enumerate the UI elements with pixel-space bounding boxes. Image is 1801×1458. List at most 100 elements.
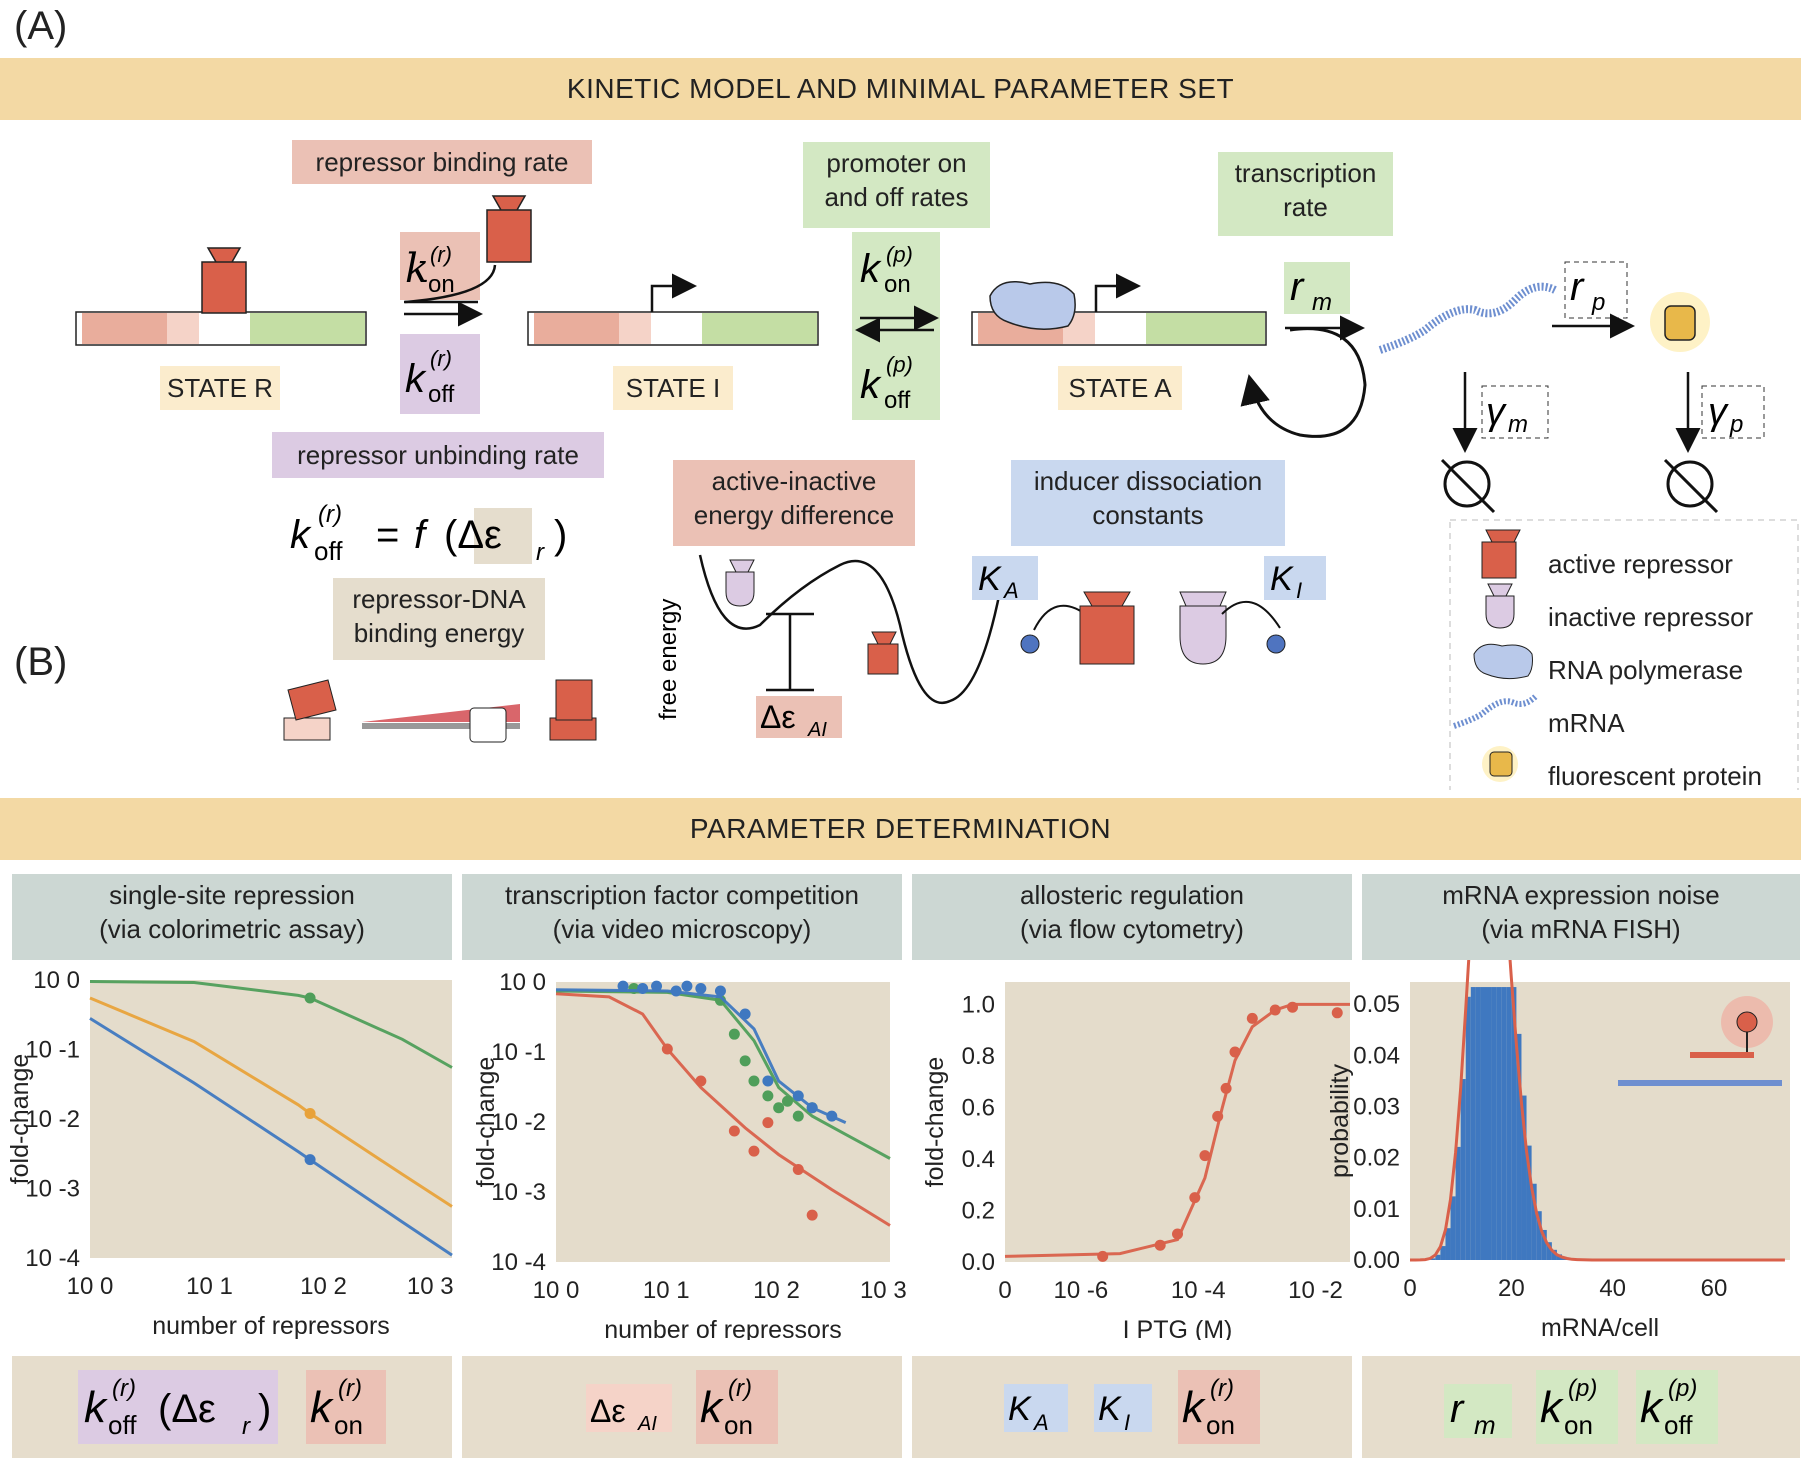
transcription-rate-label: transcription rate — [1218, 152, 1393, 236]
chart-0-ylabel: fold-change — [6, 1054, 34, 1185]
svg-text:(p): (p) — [1668, 1375, 1697, 1402]
chart-3-ylabel: probability — [1326, 1064, 1354, 1178]
chart-1-series-0-point — [728, 1125, 740, 1137]
chart-3-xtick: 20 — [1498, 1275, 1525, 1302]
legend-inactive-repressor-icon — [1485, 583, 1515, 629]
section-header-tf-competition: transcription factor competition (via vi… — [462, 874, 902, 960]
chart-3-bar — [1445, 1228, 1451, 1260]
chart-0-ytick: 10 -2 — [25, 1106, 80, 1133]
chart-2-ytick: 0.0 — [962, 1249, 995, 1276]
chart-3-bar — [1475, 987, 1481, 1260]
svg-text:p: p — [1729, 411, 1743, 438]
svg-text:on: on — [334, 1410, 363, 1440]
promoter-rates-line2: and off rates — [824, 182, 969, 212]
binding-energy-line2: binding energy — [353, 618, 525, 648]
chart-0-ytick: 10 -4 — [25, 1245, 80, 1272]
transcription-rate-line2: rate — [1283, 192, 1328, 222]
svg-text:k: k — [405, 357, 427, 401]
chart-3-bar — [1521, 1095, 1527, 1260]
svg-text:γ: γ — [1708, 391, 1729, 433]
chart-0-series-2-line — [89, 1017, 453, 1257]
koff-formula: k off (r) = f (Δε r ) — [290, 501, 567, 566]
chart-1-series-0-line — [555, 992, 891, 1227]
chart-1-series-2-point — [617, 980, 629, 992]
chart-0-xtick: 10 3 — [407, 1273, 454, 1300]
chart-3-bar — [1455, 1146, 1461, 1260]
svg-text:(r): (r) — [1210, 1375, 1234, 1402]
active-inactive-label: active-inactive energy difference — [673, 460, 915, 546]
svg-text:off: off — [314, 536, 343, 566]
legend-active-repressor-icon — [1481, 529, 1521, 579]
chart-3-fit-line — [1410, 960, 1785, 1262]
svg-text:k: k — [1182, 1383, 1206, 1432]
chart-1-background — [556, 982, 890, 1262]
chart-1-series-1-point — [762, 1090, 774, 1102]
section-2-title2: (via flow cytometry) — [1020, 914, 1244, 944]
chart-3-bar — [1465, 996, 1471, 1260]
chart-2-xtick: 10 -2 — [1288, 1277, 1343, 1304]
chart-1-ytick: 10 -4 — [491, 1249, 546, 1276]
chart-3-bar — [1551, 1249, 1557, 1260]
section-header-allosteric: allosteric regulation (via flow cytometr… — [912, 874, 1352, 960]
chart-0-series-1-point — [304, 1107, 316, 1119]
promoter-rates-label: promoter on and off rates — [803, 142, 990, 228]
equilibrium-arrows-r: k on (r) k off (r) — [400, 232, 497, 414]
chart-3-ytick: 0.03 — [1353, 1094, 1400, 1121]
svg-text:(Δε: (Δε — [158, 1387, 216, 1431]
svg-text:): ) — [554, 513, 567, 557]
svg-text:=: = — [376, 513, 399, 557]
svg-text:r: r — [1450, 1387, 1465, 1431]
chart-1-series-1-point — [792, 1110, 804, 1122]
legend-rna-polymerase: RNA polymerase — [1548, 655, 1744, 685]
chart-2-xtick: 10 -4 — [1171, 1277, 1226, 1304]
chart-1-ylabel: fold-change — [472, 1057, 500, 1188]
chart-3-bar — [1546, 1242, 1552, 1260]
chart-2-series-0-point — [1220, 1082, 1232, 1094]
inactive-repressor-energy-icon — [725, 559, 755, 607]
svg-text:on: on — [1206, 1410, 1235, 1440]
svg-text:I: I — [1296, 578, 1302, 603]
chart-1-series-1-point — [739, 1055, 751, 1067]
svg-text:f: f — [414, 513, 429, 557]
chart-0-xtick: 10 2 — [300, 1273, 347, 1300]
svg-text:(r): (r) — [112, 1375, 136, 1402]
chart-3-bar — [1541, 1229, 1547, 1260]
svg-text:on: on — [1564, 1410, 1593, 1440]
chart-1-series-0-point — [762, 1117, 774, 1129]
svg-text:AI: AI — [807, 719, 827, 741]
charts-area: 10 0 10 1 10 2 10 3 10 0 10 -1 10 -2 10 -3 10 -4… — [6, 960, 1790, 1340]
chart-2-ytick: 0.2 — [962, 1197, 995, 1224]
chart-1-series-1-point — [773, 1102, 785, 1114]
svg-text:r: r — [242, 1413, 251, 1440]
active-inactive-line1: active-inactive — [711, 466, 877, 496]
svg-text:γ: γ — [1486, 391, 1507, 433]
svg-text:k: k — [290, 513, 312, 557]
chart-1-xtick: 10 0 — [533, 1277, 580, 1304]
promoter-rates-line1: promoter on — [826, 148, 967, 178]
chart-3-ytick: 0.02 — [1353, 1145, 1400, 1172]
svg-text:r: r — [1290, 265, 1305, 309]
chart-3-bar — [1460, 1079, 1466, 1260]
chart-0-series-1-line — [89, 996, 453, 1208]
chart-1-series-2-point — [637, 982, 649, 994]
svg-text:on: on — [428, 271, 455, 298]
equilibrium-arrows-p: k on (p) k off (p) — [852, 232, 940, 420]
binding-energy-line1: repressor-DNA — [352, 584, 526, 614]
chart-1-series-1-point — [781, 1095, 793, 1107]
svg-text:(r): (r) — [318, 501, 342, 528]
chart-0-ytick: 10 -1 — [25, 1037, 80, 1064]
panel-b-label: (B) — [14, 640, 68, 684]
svg-text:p: p — [1591, 289, 1605, 316]
chart-3-bar — [1470, 987, 1476, 1260]
svg-text:K: K — [978, 560, 1002, 598]
chart-3-bar — [1430, 1258, 1436, 1260]
svg-text:off: off — [1664, 1410, 1693, 1440]
svg-text:k: k — [1640, 1383, 1664, 1432]
legend-fluorescent-protein: fluorescent protein — [1548, 761, 1762, 791]
chart-2-series-0-point — [1331, 1007, 1343, 1019]
chart-3-xtick: 0 — [1403, 1275, 1416, 1302]
chart-0: 10 0 10 1 10 2 10 3 10 0 10 -1 10 -2 10 -3 10 -4… — [6, 967, 454, 1340]
section-0-title1: single-site repression — [109, 880, 355, 910]
repressor-binding-rate-label: repressor binding rate — [292, 140, 592, 184]
section-3-title2: (via mRNA FISH) — [1481, 914, 1681, 944]
